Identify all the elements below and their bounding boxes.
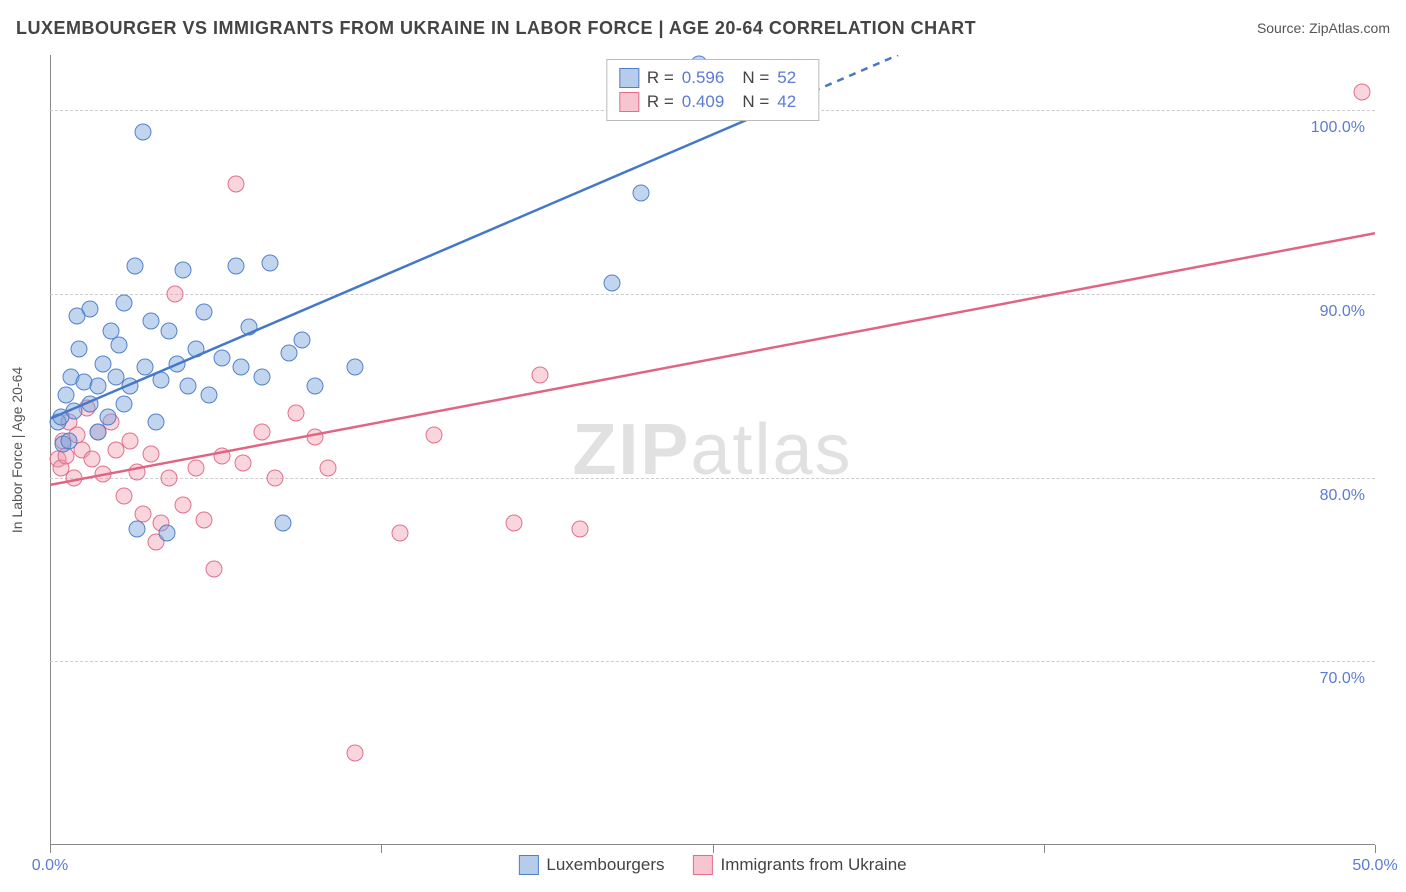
gridline-h xyxy=(50,294,1375,295)
plot-area: In Labor Force | Age 20-64 70.0%80.0%90.… xyxy=(50,55,1375,845)
data-point xyxy=(195,304,212,321)
data-point xyxy=(65,403,82,420)
ytick-label: 80.0% xyxy=(1320,487,1365,505)
swatch-blue xyxy=(518,855,538,875)
data-point xyxy=(161,322,178,339)
data-point xyxy=(254,423,271,440)
source-label: Source: ZipAtlas.com xyxy=(1257,20,1390,36)
data-point xyxy=(81,396,98,413)
data-point xyxy=(174,497,191,514)
correlation-legend: R = 0.596 N = 52 R = 0.409 N = 42 xyxy=(606,59,819,121)
swatch-pink xyxy=(619,92,639,112)
data-point xyxy=(426,427,443,444)
data-point xyxy=(110,337,127,354)
data-point xyxy=(57,386,74,403)
data-point xyxy=(187,340,204,357)
data-point xyxy=(95,465,112,482)
data-point xyxy=(71,340,88,357)
data-point xyxy=(95,355,112,372)
data-point xyxy=(214,447,231,464)
xtick-label: 0.0% xyxy=(32,857,68,875)
ytick-label: 70.0% xyxy=(1320,670,1365,688)
y-axis-title: In Labor Force | Age 20-64 xyxy=(9,367,25,533)
data-point xyxy=(307,377,324,394)
gridline-h xyxy=(50,478,1375,479)
data-point xyxy=(187,460,204,477)
data-point xyxy=(121,432,138,449)
xtick xyxy=(381,845,382,853)
data-point xyxy=(505,515,522,532)
legend-row-a: R = 0.596 N = 52 xyxy=(619,66,806,90)
xtick xyxy=(1044,845,1045,853)
data-point xyxy=(572,521,589,538)
chart-title: LUXEMBOURGER VS IMMIGRANTS FROM UKRAINE … xyxy=(16,18,976,38)
data-point xyxy=(148,414,165,431)
data-point xyxy=(232,359,249,376)
data-point xyxy=(346,745,363,762)
data-point xyxy=(161,469,178,486)
data-point xyxy=(346,359,363,376)
series-a-legend: Luxembourgers xyxy=(518,855,664,875)
data-point xyxy=(227,175,244,192)
data-point xyxy=(195,511,212,528)
data-point xyxy=(632,184,649,201)
data-point xyxy=(84,451,101,468)
data-point xyxy=(293,331,310,348)
data-point xyxy=(254,368,271,385)
data-point xyxy=(81,300,98,317)
data-point xyxy=(275,515,292,532)
data-point xyxy=(214,350,231,367)
data-point xyxy=(307,429,324,446)
ytick-label: 90.0% xyxy=(1320,303,1365,321)
data-point xyxy=(280,344,297,361)
xtick xyxy=(713,845,714,853)
data-point xyxy=(116,295,133,312)
data-point xyxy=(153,372,170,389)
data-point xyxy=(100,408,117,425)
data-point xyxy=(158,524,175,541)
data-point xyxy=(288,405,305,422)
data-point xyxy=(60,432,77,449)
data-point xyxy=(116,396,133,413)
data-point xyxy=(174,261,191,278)
plot-border xyxy=(50,55,1375,845)
xtick-label: 50.0% xyxy=(1352,857,1397,875)
data-point xyxy=(142,313,159,330)
data-point xyxy=(89,377,106,394)
data-point xyxy=(137,359,154,376)
data-point xyxy=(267,469,284,486)
swatch-pink xyxy=(693,855,713,875)
series-b-legend: Immigrants from Ukraine xyxy=(693,855,907,875)
data-point xyxy=(89,423,106,440)
data-point xyxy=(320,460,337,477)
data-point xyxy=(603,274,620,291)
data-point xyxy=(261,254,278,271)
data-point xyxy=(169,355,186,372)
data-point xyxy=(206,561,223,578)
data-point xyxy=(129,464,146,481)
data-point xyxy=(166,285,183,302)
data-point xyxy=(142,445,159,462)
data-point xyxy=(121,377,138,394)
series-legend: Luxembourgers Immigrants from Ukraine xyxy=(518,855,906,875)
data-point xyxy=(116,487,133,504)
data-point xyxy=(65,469,82,486)
data-point xyxy=(227,258,244,275)
ytick-label: 100.0% xyxy=(1311,119,1365,137)
swatch-blue xyxy=(619,68,639,88)
data-point xyxy=(129,521,146,538)
data-point xyxy=(532,366,549,383)
data-point xyxy=(179,377,196,394)
data-point xyxy=(391,524,408,541)
xtick xyxy=(1375,845,1376,853)
data-point xyxy=(126,258,143,275)
data-point xyxy=(1353,83,1370,100)
legend-row-b: R = 0.409 N = 42 xyxy=(619,90,806,114)
gridline-h xyxy=(50,661,1375,662)
data-point xyxy=(134,124,151,141)
data-point xyxy=(240,318,257,335)
xtick xyxy=(50,845,51,853)
data-point xyxy=(201,386,218,403)
data-point xyxy=(235,454,252,471)
